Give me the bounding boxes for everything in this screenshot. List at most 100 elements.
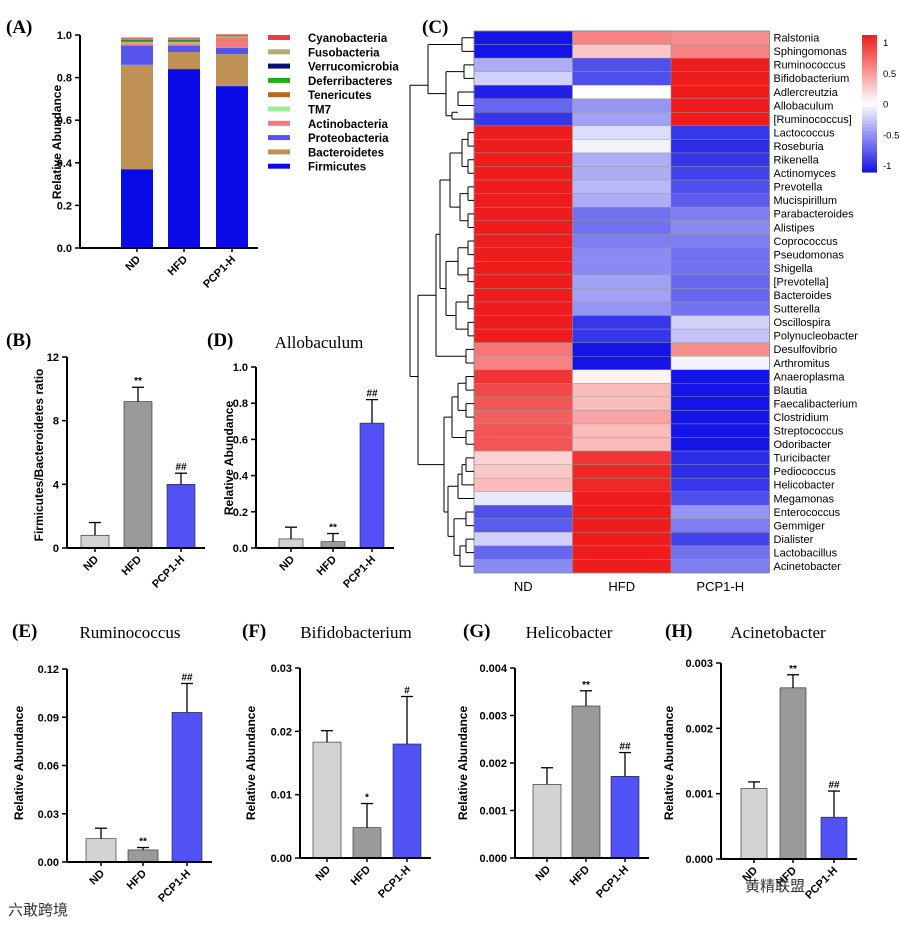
- significance-label-f: *: [365, 793, 369, 804]
- chart-a: 0.0 0.2 0.4 0.6 0.8 1.0 ND HFD PCP1-H: [57, 30, 258, 291]
- heat-cell-actinomyces-nd: [473, 166, 573, 181]
- heat-cell-odoribacter-hfd: [572, 437, 672, 452]
- bar-segment-firmicutes-hfd: [168, 69, 200, 248]
- panel-title-h: Acinetobacter: [730, 623, 826, 642]
- panel-title-e: Ruminococcus: [79, 623, 180, 642]
- heat-cell-adlercreutzia-nd: [473, 84, 573, 99]
- heat-cell-bifidobacterium-pcp1-h: [670, 71, 770, 86]
- x-tick-label-g: PCP1-H: [594, 864, 631, 901]
- legend-swatch-fusobacteria: [268, 49, 290, 55]
- bar-e-pcp1-h: [171, 712, 203, 863]
- bar-segment-bacteroidetes-pcp1-h: [216, 54, 248, 87]
- heat-cell-prevotella-nd: [473, 179, 573, 194]
- heat-cell-allobaculum-nd: [473, 98, 573, 113]
- y-tick-label-d: 0.0: [233, 543, 248, 555]
- heat-row-label: Turicibacter: [774, 453, 831, 465]
- colorbar-tick-label: 0.5: [883, 69, 896, 80]
- heat-cell-streptococcus-nd: [473, 423, 573, 438]
- bar-segment-bacteroidetes-nd: [121, 64, 153, 170]
- heat-row-label: Coprococcus: [774, 236, 839, 248]
- legend-label-fusobacteria: Fusobacteria: [308, 47, 380, 59]
- heat-cell-helicobacter-hfd: [572, 477, 672, 492]
- y-tick-label-d: 0.2: [233, 507, 248, 519]
- heat-cell-bifidobacterium-hfd: [572, 71, 672, 86]
- panel-title-d: Allobaculum: [275, 333, 364, 352]
- heat-cell-anaeroplasma-pcp1-h: [670, 369, 770, 384]
- y-tick-label-a: 0.4: [57, 158, 73, 170]
- colorbar: 1 0.5 0 -0.5 -1: [862, 35, 899, 173]
- bar-segment-proteobacteria-pcp1-h: [216, 47, 248, 55]
- colorbar-step: [862, 72, 877, 77]
- heat-cell-mucispirillum-hfd: [572, 193, 672, 208]
- chart-d: ** ## 0.0 0.2 0.4 0.6 0.8 1.0 ND HFD PCP1-H: [233, 362, 394, 591]
- bar-segment-proteobacteria-hfd: [168, 45, 200, 53]
- heat-cell-arthromitus-pcp1-h: [670, 356, 770, 370]
- y-tick-label-e: 0.03: [38, 809, 59, 821]
- ylabel-a: Relative Abundance: [50, 85, 64, 200]
- bar-segment-deferribacteres-hfd: [168, 40, 200, 42]
- legend-swatch-tenericutes: [268, 92, 290, 98]
- heat-cell-clostridium-nd: [473, 410, 573, 425]
- heat-cell-lactococcus-pcp1-h: [670, 125, 770, 140]
- heat-row-label: Polynucleobacter: [774, 331, 859, 343]
- heat-cell-oscillospira-pcp1-h: [670, 315, 770, 330]
- heat-row-label: Alistipes: [774, 222, 815, 234]
- colorbar-tick-label: 1: [883, 38, 888, 49]
- heat-cell-lactococcus-hfd: [572, 125, 672, 140]
- heat-row-label: Rikenella: [774, 155, 820, 167]
- heat-row-label: Ralstonia: [774, 33, 821, 45]
- heat-row-label: Lactobacillus: [774, 547, 838, 559]
- heat-row-label: Ruminococcus: [774, 60, 847, 72]
- heat-row-label: Gemmiger: [774, 520, 826, 532]
- bar-g-nd: [532, 784, 562, 859]
- heat-frame: [473, 30, 770, 574]
- heat-cell-alistipes-pcp1-h: [670, 220, 770, 235]
- heat-cell-ruminococcus-pcp1-h: [670, 57, 770, 72]
- legend-label-deferribacteres: Deferribacteres: [308, 76, 392, 88]
- chart-e: ** ## 0.00 0.03 0.06 0.09 0.12 ND HFD PCP1-H: [38, 664, 212, 905]
- bar-segment-fusobacteria-nd: [121, 38, 153, 40]
- colorbar-step: [862, 148, 877, 153]
- heat-row-label: [Ruminococcus]: [774, 114, 852, 126]
- heat-cell-megamonas-pcp1-h: [670, 491, 770, 506]
- legend-label-bacteroidetes: Bacteroidetes: [308, 147, 384, 159]
- significance-label-f: #: [404, 686, 410, 697]
- colorbar-step: [862, 45, 877, 50]
- colorbar-tick-label: 0: [883, 100, 888, 111]
- y-tick-label-f: 0.01: [271, 790, 292, 802]
- heat-cell-desulfovibrio-hfd: [572, 342, 672, 357]
- bar-g-pcp1-h: [610, 775, 640, 859]
- heat-cell-adlercreutzia-pcp1-h: [670, 84, 770, 99]
- bar-segment-deferribacteres-nd: [121, 40, 153, 42]
- heat-cell-ruminococcus-nd: [473, 57, 573, 72]
- colorbar-step: [862, 69, 877, 74]
- heat-cell-turicibacter-pcp1-h: [670, 450, 770, 465]
- heat-row-label: Sphingomonas: [774, 46, 848, 58]
- y-tick-label-a: 1.0: [57, 30, 72, 42]
- bar-f-pcp1-h: [392, 743, 422, 859]
- legend-swatch-tm7: [268, 106, 290, 112]
- y-tick-label-d: 0.4: [233, 471, 249, 483]
- y-tick-label-f: 0.00: [271, 853, 292, 865]
- heat-cell-mucispirillum-nd: [473, 193, 573, 208]
- heat-cell-blautia-hfd: [572, 383, 672, 398]
- colorbar-step: [862, 96, 877, 101]
- heat-cell-actinomyces-pcp1-h: [670, 166, 770, 181]
- x-tick-label-a: HFD: [166, 254, 191, 279]
- x-tick-label-b: ND: [81, 554, 101, 574]
- legend-label-actinobacteria: Actinobacteria: [308, 119, 388, 131]
- ylabel-e: Relative Abundance: [12, 706, 26, 821]
- heat-cell-bifidobacterium-nd: [473, 71, 573, 86]
- bar-g-hfd: [571, 705, 601, 859]
- colorbar-step: [862, 41, 877, 46]
- heat-cell-rikenella-hfd: [572, 152, 672, 167]
- bar-segment-actinobacteria-hfd: [168, 43, 200, 46]
- heat-cell-coprococcus-nd: [473, 234, 573, 249]
- heat-cell-polynucleobacter-pcp1-h: [670, 328, 770, 343]
- y-tick-label-h: 0.000: [685, 854, 713, 866]
- significance-label-g: ##: [619, 742, 631, 753]
- x-tick-label-d: HFD: [315, 554, 340, 579]
- heat-cell-oscillospira-nd: [473, 315, 573, 330]
- y-tick-label-d: 0.8: [233, 398, 248, 410]
